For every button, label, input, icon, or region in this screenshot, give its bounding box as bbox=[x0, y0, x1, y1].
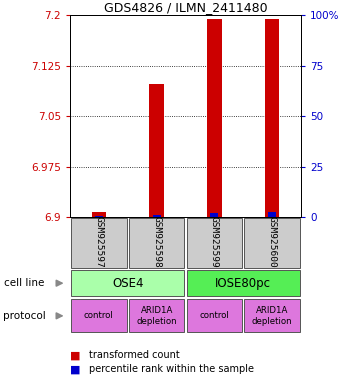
Text: ARID1A
depletion: ARID1A depletion bbox=[252, 306, 293, 326]
Text: OSE4: OSE4 bbox=[112, 277, 144, 290]
Text: GSM925599: GSM925599 bbox=[210, 216, 219, 268]
Text: control: control bbox=[199, 311, 229, 320]
Bar bbox=[149, 84, 164, 217]
Text: GSM925598: GSM925598 bbox=[152, 216, 161, 268]
Text: control: control bbox=[84, 311, 114, 320]
Bar bbox=[187, 270, 300, 296]
Bar bbox=[265, 19, 279, 217]
Text: GSM925597: GSM925597 bbox=[94, 216, 103, 268]
Text: transformed count: transformed count bbox=[89, 350, 180, 360]
Bar bbox=[129, 300, 184, 332]
Bar bbox=[92, 212, 106, 217]
Bar bbox=[187, 218, 242, 268]
Bar bbox=[71, 300, 127, 332]
Bar bbox=[187, 300, 242, 332]
Bar bbox=[207, 19, 222, 217]
Bar bbox=[95, 216, 103, 217]
Bar bbox=[153, 215, 161, 217]
Title: GDS4826 / ILMN_2411480: GDS4826 / ILMN_2411480 bbox=[104, 1, 267, 14]
Bar bbox=[129, 218, 184, 268]
Text: protocol: protocol bbox=[4, 311, 46, 321]
Text: IOSE80pc: IOSE80pc bbox=[215, 277, 271, 290]
Bar bbox=[244, 218, 300, 268]
Bar bbox=[71, 218, 127, 268]
Bar bbox=[244, 300, 300, 332]
Text: cell line: cell line bbox=[4, 278, 44, 288]
Bar bbox=[268, 212, 276, 217]
Text: ■: ■ bbox=[70, 364, 80, 374]
Text: GSM925600: GSM925600 bbox=[268, 216, 276, 268]
Text: percentile rank within the sample: percentile rank within the sample bbox=[89, 364, 254, 374]
Bar bbox=[210, 213, 218, 217]
Text: ARID1A
depletion: ARID1A depletion bbox=[136, 306, 177, 326]
Bar bbox=[71, 270, 184, 296]
Text: ■: ■ bbox=[70, 350, 80, 360]
